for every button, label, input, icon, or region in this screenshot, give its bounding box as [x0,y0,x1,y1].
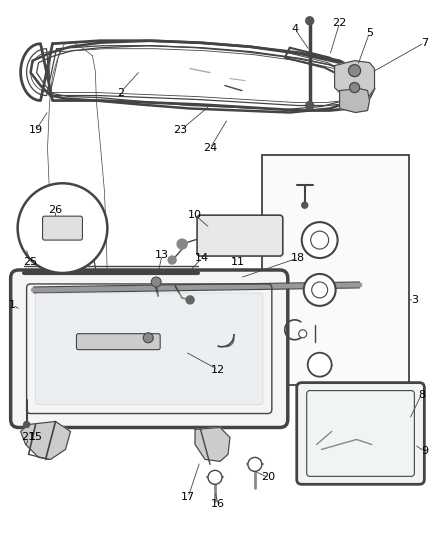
Text: 17: 17 [181,492,195,502]
Circle shape [304,274,336,306]
FancyBboxPatch shape [35,293,263,405]
Circle shape [299,330,307,338]
Text: 26: 26 [49,205,63,215]
FancyBboxPatch shape [197,215,283,256]
Circle shape [350,83,360,93]
Text: 3: 3 [411,295,418,305]
Text: 14: 14 [195,253,209,263]
Text: 24: 24 [203,143,217,154]
FancyBboxPatch shape [297,383,424,484]
Circle shape [349,64,360,77]
Text: 7: 7 [421,38,428,48]
Circle shape [143,333,153,343]
Circle shape [168,256,176,264]
Text: 22: 22 [332,18,347,28]
Text: 2: 2 [117,87,124,98]
Circle shape [248,457,262,471]
FancyBboxPatch shape [77,334,160,350]
Text: 11: 11 [231,257,245,267]
Circle shape [151,277,161,287]
Polygon shape [335,61,374,95]
FancyBboxPatch shape [42,216,82,240]
FancyBboxPatch shape [11,270,288,427]
Text: 25: 25 [24,257,38,267]
Text: 19: 19 [28,125,42,135]
Circle shape [302,202,308,208]
Polygon shape [195,427,230,462]
Bar [262,155,410,385]
Circle shape [177,239,187,249]
Circle shape [311,231,328,249]
Circle shape [208,470,222,484]
Text: 13: 13 [155,250,169,260]
Text: 8: 8 [418,390,425,400]
Circle shape [308,353,332,377]
Circle shape [18,183,107,273]
Text: 1: 1 [9,300,16,310]
Polygon shape [339,88,370,112]
Circle shape [312,282,328,298]
Text: 5: 5 [366,28,373,38]
Circle shape [186,296,194,304]
Text: 21: 21 [21,432,35,442]
Text: 12: 12 [211,365,225,375]
Text: 4: 4 [291,24,298,34]
Polygon shape [21,422,71,459]
Circle shape [306,17,314,25]
Text: 10: 10 [188,210,202,220]
Text: 16: 16 [211,499,225,509]
Circle shape [306,101,314,109]
Circle shape [24,422,30,427]
Text: 18: 18 [291,253,305,263]
Text: 15: 15 [28,432,42,442]
Circle shape [302,222,338,258]
Text: 20: 20 [261,472,275,482]
Text: 23: 23 [173,125,187,135]
Text: 9: 9 [421,447,428,456]
